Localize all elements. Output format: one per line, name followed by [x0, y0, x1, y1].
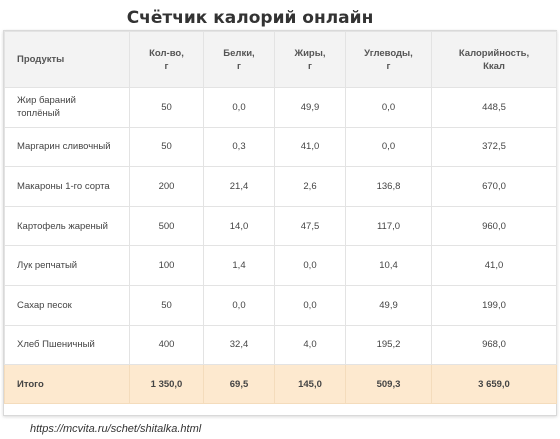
cell-protein: 32,4	[203, 324, 275, 366]
total-kcal: 3 659,0	[431, 364, 557, 405]
total-qty: 1 350,0	[129, 364, 204, 405]
total-label: Итого	[4, 364, 130, 405]
cell-fat: 2,6	[274, 166, 346, 207]
cell-protein: 0,0	[203, 87, 275, 128]
cell-qty: 50	[129, 87, 204, 128]
header-protein: Белки, г	[203, 31, 275, 88]
total-row: Итого 1 350,0 69,5 145,0 509,3 3 659,0	[4, 364, 557, 405]
cell-fat: 49,9	[274, 87, 346, 128]
header-kcal: Калорийность, Ккал	[431, 31, 557, 88]
cell-kcal: 41,0	[431, 245, 557, 286]
cell-carbs: 49,9	[345, 284, 432, 326]
cell-qty: 50	[129, 284, 204, 326]
cell-kcal: 199,0	[431, 284, 557, 326]
cell-carbs: 136,8	[345, 166, 432, 207]
calorie-table: Продукты Кол-во, г Белки, г Жиры, г Углевод…	[4, 31, 557, 405]
source-url: https://mcvita.ru/schet/shitalka.html	[30, 423, 202, 435]
cell-kcal: 372,5	[431, 126, 557, 168]
cell-qty: 400	[129, 324, 204, 366]
cell-product: Сахар песок	[4, 284, 130, 326]
cell-fat: 47,5	[274, 205, 346, 247]
table-row: Жир бараний топлёный 50 0,0 49,9 0,0 448,…	[4, 87, 557, 128]
table-row: Маргарин сливочный 50 0,3 41,0 0,0 372,5	[4, 126, 557, 168]
cell-kcal: 960,0	[431, 205, 557, 247]
cell-qty: 50	[129, 126, 204, 168]
cell-protein: 0,3	[203, 126, 275, 168]
table-row: Лук репчатый 100 1,4 0,0 10,4 41,0	[4, 245, 557, 286]
total-fat: 145,0	[274, 364, 346, 405]
cell-product: Маргарин сливочный	[4, 126, 130, 168]
cell-carbs: 10,4	[345, 245, 432, 286]
cell-qty: 200	[129, 166, 204, 207]
cell-carbs: 0,0	[345, 126, 432, 168]
calorie-table-container: Продукты Кол-во, г Белки, г Жиры, г Углевод…	[3, 30, 557, 416]
header-product: Продукты	[4, 31, 130, 88]
cell-qty: 100	[129, 245, 204, 286]
cell-protein: 14,0	[203, 205, 275, 247]
cell-qty: 500	[129, 205, 204, 247]
total-protein: 69,5	[203, 364, 275, 405]
cell-carbs: 117,0	[345, 205, 432, 247]
cell-protein: 1,4	[203, 245, 275, 286]
cell-fat: 4,0	[274, 324, 346, 366]
cell-kcal: 448,5	[431, 87, 557, 128]
cell-product: Хлеб Пшеничный	[4, 324, 130, 366]
table-row: Хлеб Пшеничный 400 32,4 4,0 195,2 968,0	[4, 324, 557, 366]
header-qty: Кол-во, г	[129, 31, 204, 88]
cell-product: Картофель жареный	[4, 205, 130, 247]
table-row: Сахар песок 50 0,0 0,0 49,9 199,0	[4, 284, 557, 326]
cell-fat: 0,0	[274, 245, 346, 286]
cell-kcal: 670,0	[431, 166, 557, 207]
cell-protein: 0,0	[203, 284, 275, 326]
cell-protein: 21,4	[203, 166, 275, 207]
header-carbs: Углеводы, г	[345, 31, 432, 88]
table-row: Картофель жареный 500 14,0 47,5 117,0 96…	[4, 205, 557, 247]
total-carbs: 509,3	[345, 364, 432, 405]
cell-product: Лук репчатый	[4, 245, 130, 286]
page-title: Счётчик калорий онлайн	[126, 8, 374, 28]
cell-product: Макароны 1-го сорта	[4, 166, 130, 207]
cell-carbs: 0,0	[345, 87, 432, 128]
cell-product: Жир бараний топлёный	[4, 87, 130, 128]
cell-fat: 41,0	[274, 126, 346, 168]
table-row: Макароны 1-го сорта 200 21,4 2,6 136,8 6…	[4, 166, 557, 207]
table-header-row: Продукты Кол-во, г Белки, г Жиры, г Углевод…	[4, 31, 557, 88]
header-fat: Жиры, г	[274, 31, 346, 88]
cell-fat: 0,0	[274, 284, 346, 326]
cell-carbs: 195,2	[345, 324, 432, 366]
cell-kcal: 968,0	[431, 324, 557, 366]
